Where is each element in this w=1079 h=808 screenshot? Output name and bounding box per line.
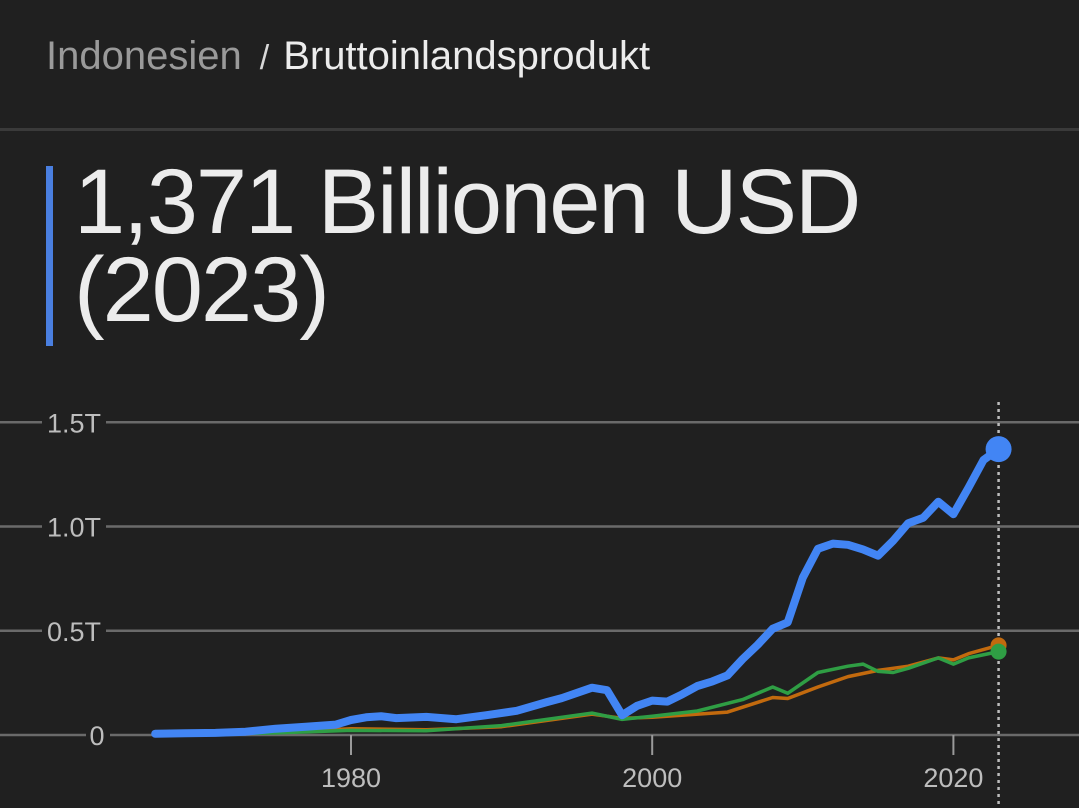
breadcrumb: Indonesien / Bruttoinlandsprodukt [46, 34, 650, 79]
x-tick-label: 2020 [923, 763, 983, 793]
series-line-0 [151, 445, 1003, 738]
endpoint-dot-2[interactable] [990, 643, 1007, 660]
headline-text: 1,371 Billionen USD (2023) [74, 151, 861, 341]
breadcrumb-current: Bruttoinlandsprodukt [283, 34, 651, 78]
x-tick-label: 1980 [321, 763, 381, 793]
y-tick-label: 0 [89, 721, 104, 751]
headline-amount: 1,371 Billionen USD [74, 151, 861, 253]
accent-bar [46, 166, 53, 346]
breadcrumb-country-link[interactable]: Indonesien [46, 34, 242, 78]
chart-grid: 0 0.5T 1.0T 1.5T [0, 408, 1079, 751]
headline-year: (2023) [74, 239, 330, 341]
highlight-marker[interactable] [985, 436, 1012, 660]
x-tick-label: 2000 [622, 763, 682, 793]
chart-series [151, 445, 1003, 738]
breadcrumb-separator: / [259, 39, 270, 77]
header-divider [0, 128, 1079, 131]
y-tick-label: 0.5T [47, 617, 101, 647]
y-tick-label: 1.5T [47, 408, 101, 438]
endpoint-dot-0[interactable] [985, 436, 1012, 463]
x-axis: 1980 2000 2020 [321, 402, 1000, 808]
y-tick-label: 1.0T [47, 513, 101, 543]
series-line-2 [153, 649, 1001, 737]
